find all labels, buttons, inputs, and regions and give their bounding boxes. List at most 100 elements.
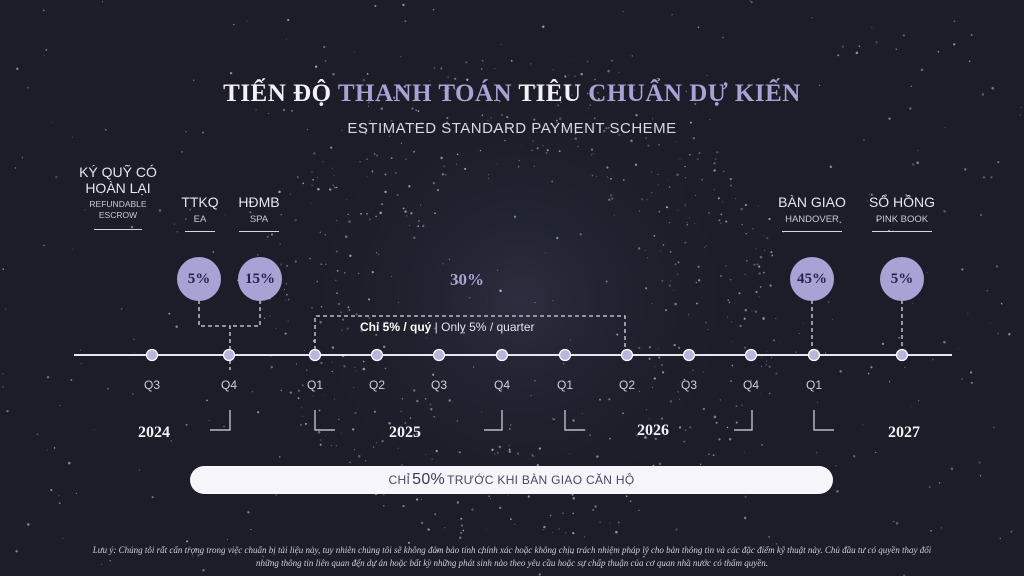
particle xyxy=(657,184,659,186)
timeline-node xyxy=(145,348,159,362)
particle xyxy=(383,494,385,496)
particle xyxy=(657,173,659,175)
particle xyxy=(479,149,482,152)
particle xyxy=(771,357,773,359)
particle xyxy=(497,269,499,271)
particle xyxy=(341,432,343,434)
particle xyxy=(514,523,516,525)
particle xyxy=(953,43,956,46)
milestone-escrow-label: KÝ QUỸ CÓ HOÀN LẠI REFUNDABLE ESCROW xyxy=(66,164,170,230)
particle xyxy=(101,194,103,196)
particle xyxy=(735,405,738,407)
particle xyxy=(839,370,842,373)
particle xyxy=(606,166,609,169)
particle xyxy=(597,97,600,101)
particle xyxy=(348,309,351,312)
milestone-title: TTKQ xyxy=(181,194,219,210)
particle xyxy=(336,292,338,294)
particle xyxy=(378,253,380,256)
particle xyxy=(285,293,288,296)
particle xyxy=(208,419,210,421)
particle xyxy=(1008,333,1011,336)
quarter-label: Q2 xyxy=(618,378,635,392)
particle xyxy=(46,449,48,451)
particle xyxy=(498,445,502,449)
particle xyxy=(462,529,465,532)
particle xyxy=(510,518,512,520)
particle xyxy=(686,222,688,224)
quarter-label: Q2 xyxy=(368,378,385,392)
particle xyxy=(490,117,492,119)
milestone-handover-label: BÀN GIAO HANDOVER xyxy=(766,194,858,232)
particle xyxy=(354,411,357,415)
particle xyxy=(718,438,721,441)
particle xyxy=(743,451,745,454)
particle xyxy=(979,213,983,217)
particle xyxy=(353,51,355,53)
particle xyxy=(381,203,384,206)
particle xyxy=(665,206,669,209)
percent-badge-pinkbook: 5% xyxy=(880,257,924,301)
particle xyxy=(359,124,362,127)
particle xyxy=(744,308,748,312)
particle xyxy=(634,126,636,128)
particle xyxy=(352,428,355,431)
particle xyxy=(608,198,611,202)
particle xyxy=(280,389,283,392)
particle xyxy=(716,151,719,154)
particle xyxy=(553,418,556,421)
timeline-node xyxy=(432,348,446,362)
particle xyxy=(729,184,732,187)
particle xyxy=(665,309,667,312)
particle xyxy=(331,370,333,373)
particle xyxy=(717,197,720,200)
particle xyxy=(699,463,702,466)
particle xyxy=(630,83,633,86)
particle xyxy=(895,521,899,525)
particle xyxy=(262,555,264,558)
particle xyxy=(70,379,73,381)
particle xyxy=(256,253,259,256)
particle xyxy=(533,165,536,168)
particle xyxy=(320,439,322,441)
banner-text: CHỈ xyxy=(388,473,411,487)
particle xyxy=(468,296,471,299)
particle xyxy=(446,116,449,119)
particle xyxy=(961,268,964,271)
particle xyxy=(689,426,692,429)
quarter-label: Q3 xyxy=(143,378,160,392)
particle xyxy=(768,365,771,368)
particle xyxy=(775,317,777,319)
particle xyxy=(402,505,405,508)
particle xyxy=(349,461,351,464)
particle xyxy=(579,232,583,236)
particle xyxy=(609,177,612,180)
particle xyxy=(898,337,900,339)
particle xyxy=(729,177,732,181)
particle xyxy=(902,34,906,37)
particle xyxy=(672,289,674,291)
particle xyxy=(713,415,717,419)
particle xyxy=(868,193,871,195)
particle xyxy=(151,495,154,499)
particle xyxy=(639,210,641,212)
particle xyxy=(371,170,374,172)
particle xyxy=(686,559,689,561)
particle xyxy=(622,179,625,182)
particle xyxy=(728,301,731,304)
particle xyxy=(647,144,650,147)
particle xyxy=(268,113,270,114)
particle xyxy=(768,217,771,221)
particle xyxy=(525,99,527,101)
particle xyxy=(631,55,634,57)
particle xyxy=(603,129,606,133)
particle xyxy=(342,318,345,321)
particle xyxy=(646,409,648,411)
particle xyxy=(538,573,541,576)
particle xyxy=(5,308,7,310)
particle xyxy=(609,437,611,440)
particle xyxy=(312,395,314,397)
particle xyxy=(347,213,349,216)
particle xyxy=(460,524,464,527)
particle xyxy=(2,268,4,270)
